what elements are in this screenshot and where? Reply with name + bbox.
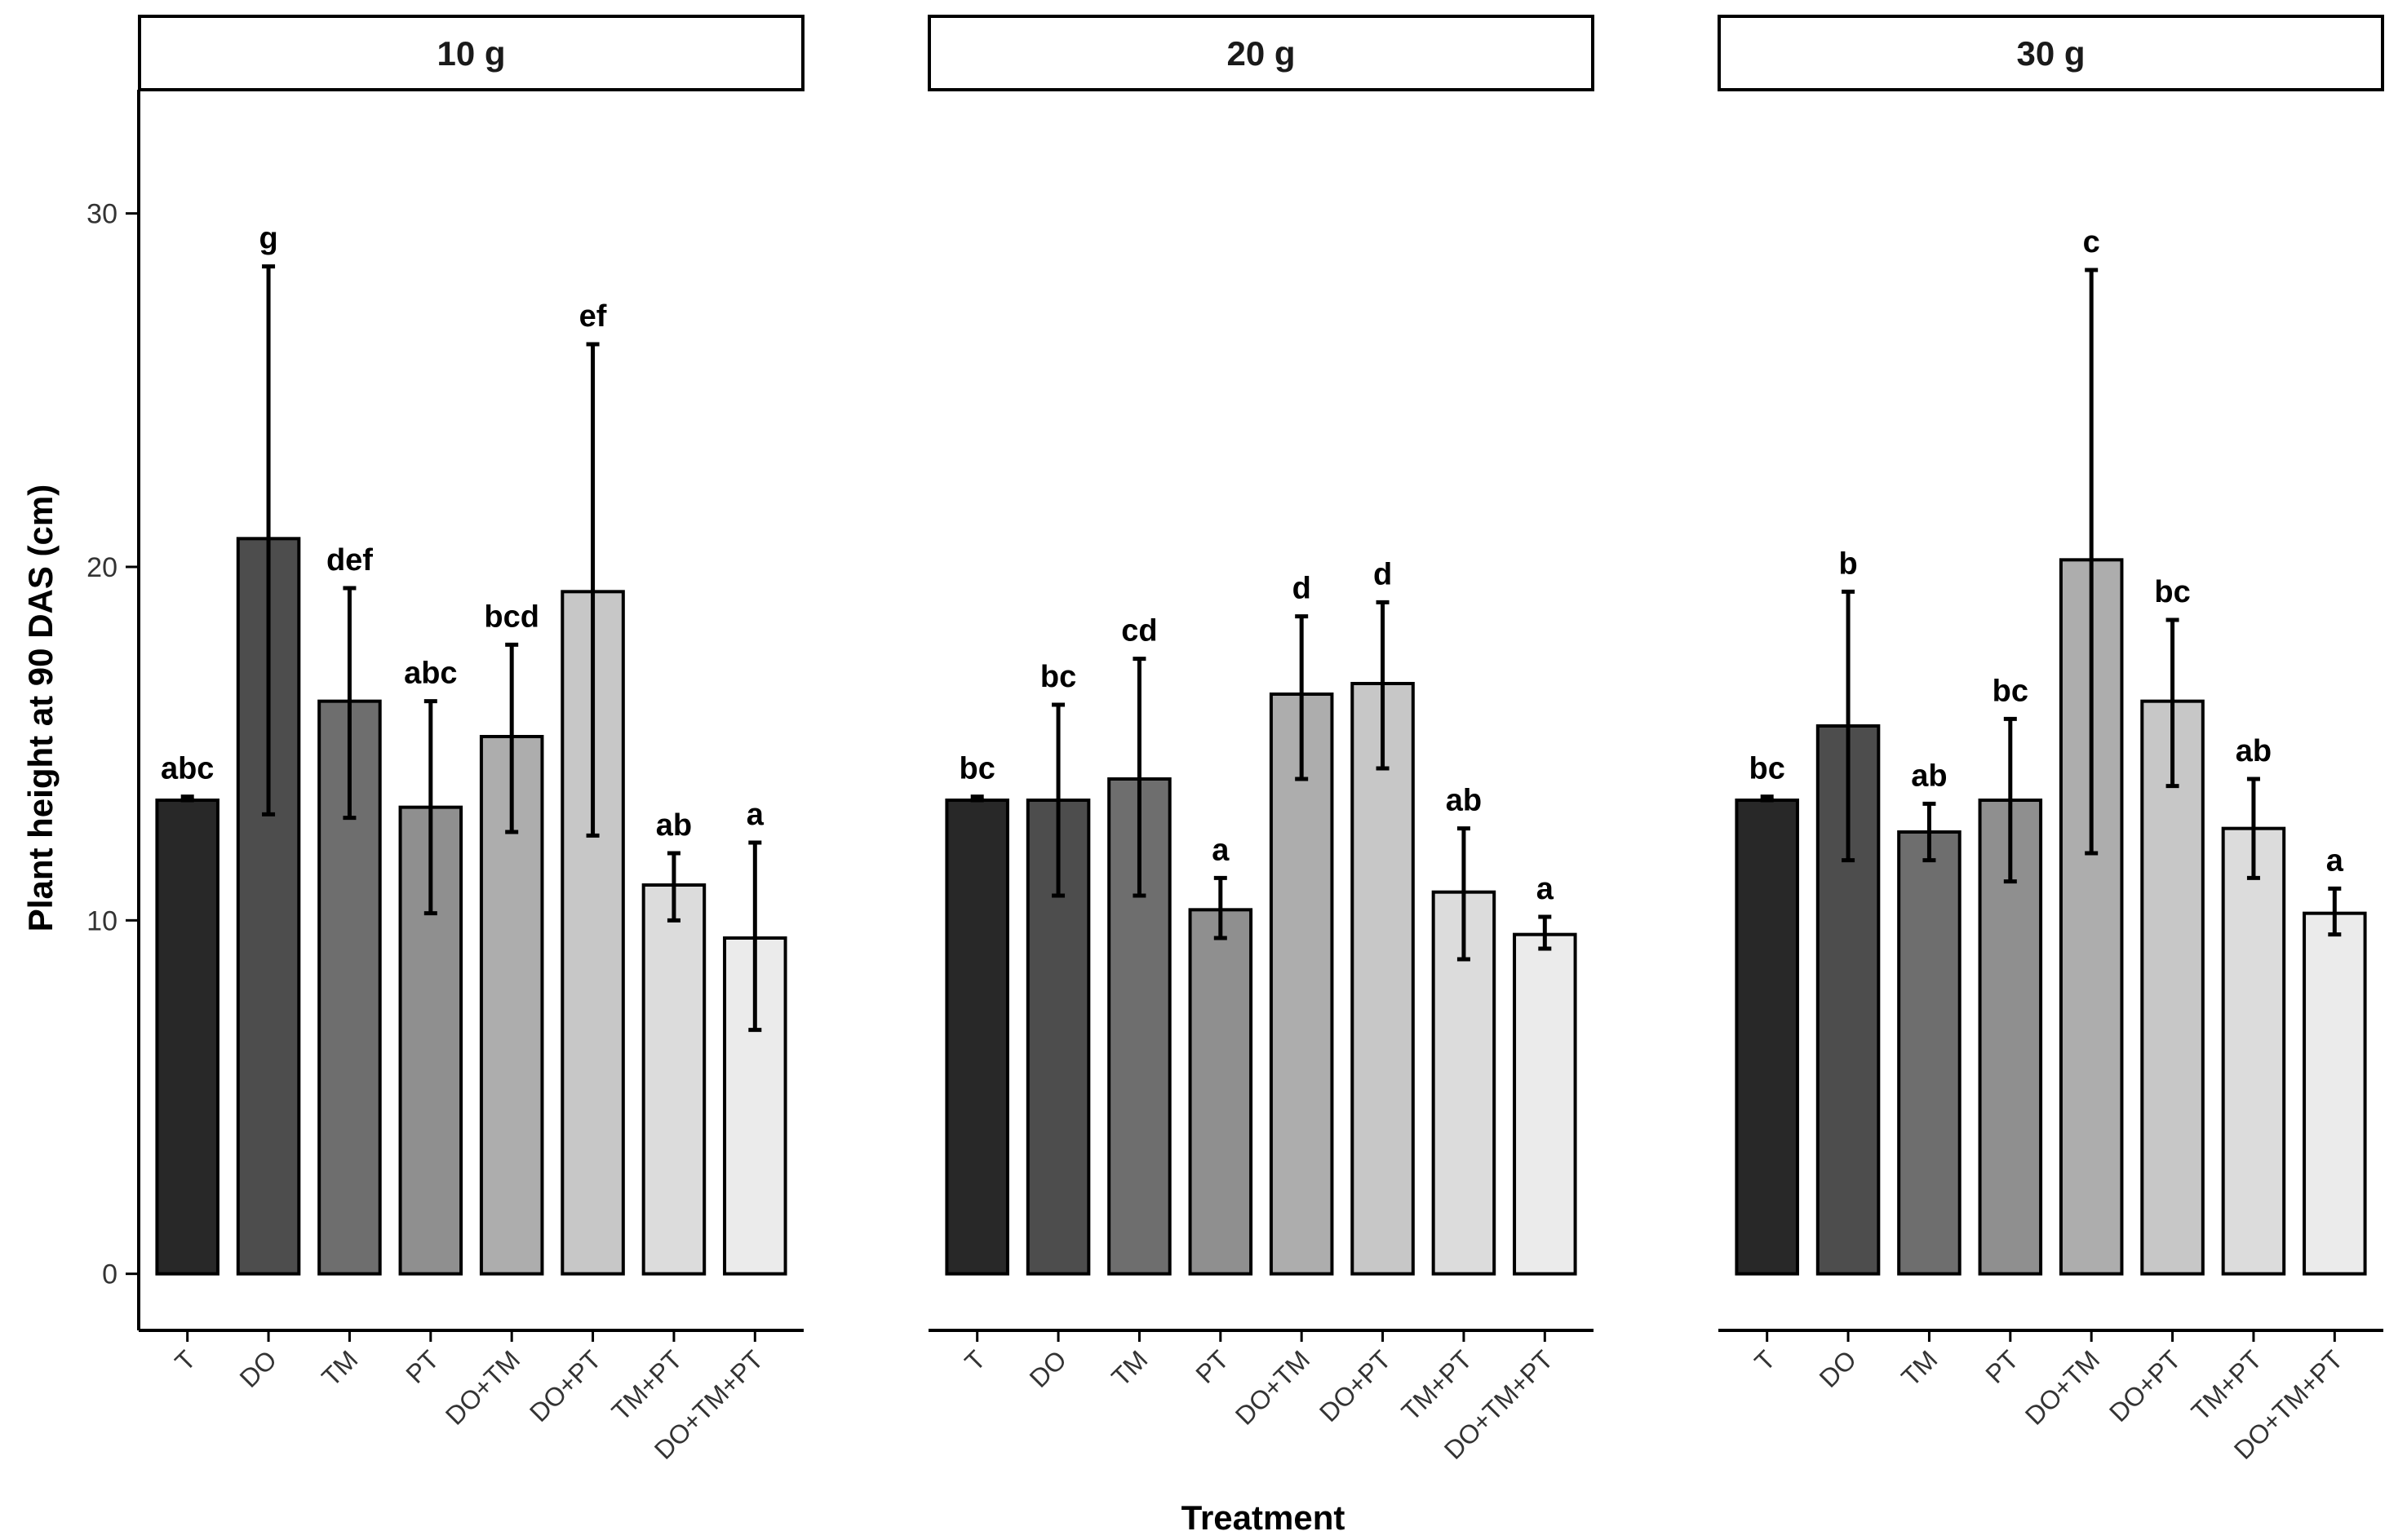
x-tick-label: DO+PT bbox=[524, 1344, 607, 1427]
bar bbox=[945, 799, 1009, 1276]
significance-letter: a bbox=[2326, 843, 2344, 878]
significance-letter: c bbox=[2083, 225, 2100, 259]
significance-letter: a bbox=[747, 798, 765, 832]
x-axis-title: Treatment bbox=[1181, 1498, 1345, 1537]
significance-letter: cd bbox=[1121, 614, 1157, 648]
bar bbox=[155, 799, 219, 1276]
x-tick-label: PT bbox=[1190, 1344, 1234, 1388]
facet-strip bbox=[138, 15, 805, 91]
facet-panel: 30 gbcTbDOabTMbcPTcDO+TMbcDO+PTabTM+PTaD… bbox=[1718, 15, 2384, 1465]
x-tick-label: TM+PT bbox=[1396, 1344, 1478, 1426]
significance-letter: b bbox=[1838, 547, 1857, 581]
facet-panel: 20 gbcTbcDOcdTMaPTdDO+TMdDO+PTabTM+PTaDO… bbox=[928, 15, 1594, 1465]
bar bbox=[1978, 799, 2043, 1276]
bar bbox=[317, 699, 382, 1276]
x-tick-label: TM+PT bbox=[606, 1344, 688, 1426]
significance-letter: a bbox=[1212, 833, 1230, 867]
x-tick-label: DO bbox=[234, 1344, 282, 1392]
significance-letter: ab bbox=[1446, 784, 1482, 818]
y-tick-label: 10 bbox=[86, 905, 117, 936]
significance-letter: bc bbox=[1993, 674, 2028, 708]
x-tick-label: TM bbox=[1895, 1344, 1943, 1392]
significance-letter: abc bbox=[404, 657, 457, 691]
x-tick-label: DO+TM bbox=[1230, 1344, 1315, 1430]
significance-letter: a bbox=[1536, 872, 1554, 906]
y-axis: 0 10 20 30 bbox=[86, 90, 140, 1330]
significance-letter: bcd bbox=[484, 600, 539, 634]
y-axis-title: Plant height at 90 DAS (cm) bbox=[21, 485, 60, 932]
facet-panel: 10 g abc Tg DO def TM abc PT bcd DO+TM ef DO+PT ab TM… bbox=[138, 15, 805, 1465]
y-tick-label: 0 bbox=[102, 1259, 117, 1290]
facet-strip-label: 30 g bbox=[2016, 34, 2085, 73]
bar bbox=[1897, 830, 1962, 1276]
bar bbox=[641, 883, 707, 1276]
significance-letter: bc bbox=[2154, 575, 2190, 609]
significance-letter: d bbox=[1373, 557, 1392, 591]
x-tick-label: PT bbox=[1979, 1344, 2024, 1388]
significance-letter: bc bbox=[1749, 752, 1785, 786]
significance-letter: abc bbox=[161, 752, 214, 786]
significance-letter: ab bbox=[656, 808, 692, 843]
bar bbox=[1350, 682, 1415, 1276]
bar bbox=[2221, 826, 2286, 1276]
facet-strip bbox=[928, 15, 1594, 91]
facet-strip-label: 10 g bbox=[437, 34, 505, 73]
significance-letter: d bbox=[1292, 572, 1311, 606]
x-tick-label: DO+TM bbox=[2019, 1344, 2105, 1430]
significance-letter: ef bbox=[579, 299, 607, 334]
bar bbox=[1269, 693, 1334, 1276]
x-tick-label: DO bbox=[1814, 1344, 1862, 1392]
significance-letter: bc bbox=[1040, 660, 1076, 694]
x-tick-label: T bbox=[959, 1344, 991, 1376]
facet-strip bbox=[1718, 15, 2384, 91]
significance-letter: bc bbox=[960, 752, 995, 786]
y-tick-label: 20 bbox=[86, 552, 117, 583]
x-tick-label: T bbox=[1749, 1344, 1780, 1376]
bar bbox=[1735, 799, 1799, 1276]
x-tick-label: TM+PT bbox=[2186, 1344, 2267, 1426]
significance-letter: ab bbox=[2236, 734, 2272, 768]
bar bbox=[2303, 911, 2367, 1276]
significance-letter: ab bbox=[1911, 759, 1947, 793]
x-tick-label: PT bbox=[400, 1344, 444, 1388]
x-tick-label: DO bbox=[1024, 1344, 1072, 1392]
x-tick-label: TM bbox=[316, 1344, 363, 1392]
significance-letter: def bbox=[326, 543, 373, 578]
y-tick-label: 30 bbox=[86, 199, 117, 230]
bar bbox=[1188, 908, 1253, 1276]
x-tick-label: DO+PT bbox=[1314, 1344, 1397, 1427]
x-tick-label: DO+TM bbox=[440, 1344, 525, 1430]
x-tick-label: TM bbox=[1106, 1344, 1153, 1392]
x-tick-label: T bbox=[169, 1344, 201, 1376]
facet-strip-label: 20 g bbox=[1226, 34, 1295, 73]
significance-letter: g bbox=[259, 222, 277, 256]
x-tick-label: DO+PT bbox=[2103, 1344, 2187, 1427]
bar bbox=[2140, 699, 2205, 1276]
bar bbox=[1513, 932, 1577, 1276]
